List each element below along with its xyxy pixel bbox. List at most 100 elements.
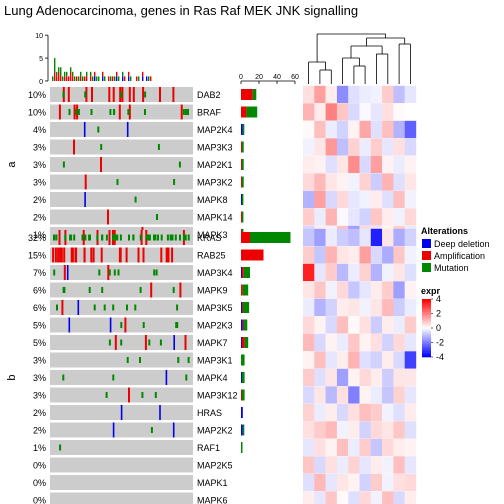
row-bar-mutation [241, 389, 245, 401]
top-bar-amplification [94, 71, 96, 77]
gene-label: MAPK9 [197, 286, 228, 296]
percent-label: 0% [33, 496, 46, 504]
heatmap-cell [370, 456, 383, 474]
heatmap-cell [314, 228, 326, 247]
amplification-mark [184, 335, 187, 350]
heatmap-cell [303, 263, 315, 282]
heatmap-cell [336, 368, 349, 387]
mutation-mark [112, 374, 115, 381]
oncoprint-row-bg [50, 457, 193, 473]
row-bar-mutation [241, 194, 244, 205]
legend-label: Mutation [434, 263, 469, 273]
top-bar-deep-deletion [116, 76, 118, 81]
heatmap-cell [370, 103, 383, 121]
mutation-mark [126, 357, 129, 363]
oncoprint-row-bg [50, 209, 193, 225]
deep-deletion-mark [159, 405, 161, 420]
alterations-legend-title: Alterations [421, 226, 468, 236]
heatmap-cell [325, 316, 338, 334]
heatmap-cell [348, 473, 360, 492]
heatmap-cell [359, 173, 371, 191]
amplification-mark [100, 157, 102, 172]
mutation-mark [177, 357, 180, 363]
heatmap-cell [314, 456, 326, 474]
oncoprint-row-bg [50, 265, 193, 280]
expr-colorbar-step [422, 313, 431, 316]
mutation-mark [187, 234, 190, 241]
heatmap-cell [348, 351, 360, 369]
amplification-mark [100, 247, 103, 263]
heatmap-cell [359, 438, 371, 457]
heatmap-cell [393, 246, 405, 264]
expr-colorbar-step [422, 309, 431, 311]
column-dendrogram [308, 33, 411, 84]
heatmap-cell [393, 316, 405, 334]
heatmap-cell [393, 333, 405, 352]
heatmap-cell [370, 298, 383, 317]
heatmap-cell [336, 138, 349, 156]
heatmap-cell [314, 298, 326, 317]
mutation-mark [169, 234, 172, 241]
heatmap-cell [314, 473, 326, 492]
heatmap-cell [370, 438, 383, 457]
percent-label: 2% [33, 426, 46, 436]
top-bar-mutation [138, 76, 140, 81]
heatmap-cell [325, 208, 338, 226]
mutation-mark [97, 126, 100, 133]
mutation-mark [73, 234, 76, 241]
oncoprint-row-bg [50, 192, 193, 207]
top-bar-deep-deletion [122, 76, 124, 81]
heatmap-cell [370, 403, 383, 422]
heatmap-cell [325, 403, 338, 422]
mutation-mark [141, 392, 144, 398]
amplification-mark [121, 87, 124, 102]
row-bar-deep-deletion [241, 407, 243, 418]
top-bar-mutation [72, 71, 74, 77]
legend-swatch [422, 263, 431, 272]
top-bar-amplification [84, 76, 86, 81]
mutation-mark [120, 91, 123, 98]
heatmap-cell [314, 173, 326, 191]
heatmap-cell [325, 368, 338, 387]
top-axis-tick-label: 10 [35, 33, 43, 40]
expr-colorbar-step [422, 326, 431, 329]
heatmap-cell [382, 333, 394, 352]
oncoprint-row-bg [50, 122, 193, 137]
heatmap-cell [303, 333, 315, 352]
mutation-mark [100, 144, 103, 150]
top-bar-mutation [54, 58, 56, 72]
heatmap-cell [393, 263, 405, 282]
mutation-mark [134, 196, 137, 203]
row-bar-deep-deletion [241, 194, 243, 205]
gene-label: KRAS [197, 233, 222, 243]
row-bar-amplification [241, 389, 243, 401]
heatmap-cell [359, 403, 371, 422]
mutation-mark [120, 322, 123, 328]
heatmap-cell [348, 190, 360, 209]
amplification-mark [160, 247, 163, 263]
oncoprint-row-bg [50, 370, 193, 385]
percent-label: 3% [33, 178, 46, 188]
heatmap-cell [348, 333, 360, 352]
top-bar-amplification [86, 76, 88, 81]
heatmap-cell [370, 316, 383, 334]
expr-colorbar-step [422, 336, 431, 339]
heatmap-cell [303, 190, 315, 209]
heatmap-cell [393, 281, 405, 299]
gene-label: MAPK3 [197, 230, 228, 240]
mutation-mark [184, 109, 187, 115]
expr-colorbar-step [422, 312, 431, 314]
top-bar-amplification [124, 76, 126, 81]
heatmap-cell [314, 85, 326, 104]
heatmap-cell [348, 263, 360, 282]
row-bar-deep-deletion [241, 302, 243, 313]
gene-label: MAP3K2 [197, 178, 233, 188]
percent-label: 1% [33, 230, 46, 240]
heatmap-cell [370, 386, 383, 404]
heatmap-cell [336, 228, 349, 247]
heatmap-cell [348, 298, 360, 317]
expr-colorbar-step [422, 351, 431, 353]
heatmap-cell [382, 155, 394, 174]
oncoprint-row-bg [50, 174, 193, 190]
mutation-mark [63, 287, 66, 293]
